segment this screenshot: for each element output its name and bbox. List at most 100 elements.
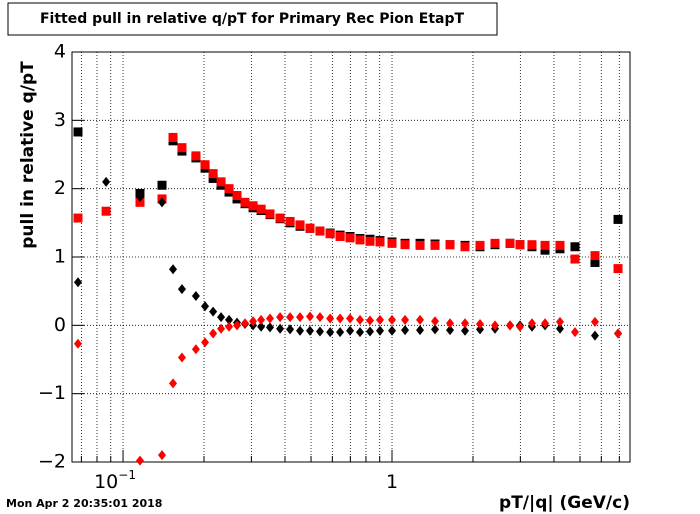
square-marker <box>335 232 345 241</box>
diamond-marker <box>249 316 258 327</box>
diamond-marker <box>336 313 345 324</box>
diamond-marker <box>296 312 305 323</box>
diamond-marker <box>191 290 200 301</box>
y-tick-label: 3 <box>54 109 66 131</box>
square-marker <box>73 213 83 223</box>
diamond-marker <box>401 325 410 336</box>
square-marker <box>613 214 623 224</box>
square-marker <box>590 257 600 267</box>
square-marker <box>613 264 623 274</box>
diamond-marker <box>158 450 167 461</box>
square-marker <box>315 226 325 236</box>
diamond-marker <box>169 264 178 275</box>
diamond-marker <box>326 327 335 338</box>
square-marker <box>570 242 580 252</box>
diamond-marker <box>315 326 324 337</box>
diamond-marker <box>614 328 623 339</box>
diamond-marker <box>416 314 425 325</box>
diamond-marker <box>401 314 410 325</box>
x-tick-base: 10 <box>94 471 118 493</box>
x-tick-label: 10−1 <box>94 468 136 493</box>
diamond-marker <box>326 313 335 324</box>
diamond-marker <box>431 316 440 327</box>
y-axis-title: pull in relative q/pT <box>18 61 38 249</box>
diamond-marker <box>388 325 397 336</box>
diamond-marker <box>461 325 470 336</box>
diamond-marker <box>506 320 515 331</box>
square-marker <box>135 197 145 207</box>
square-marker <box>527 240 537 250</box>
diamond-marker <box>527 318 536 329</box>
diamond-marker <box>431 324 440 335</box>
diamond-marker <box>366 326 375 337</box>
diamond-marker <box>158 197 167 208</box>
diamond-marker <box>217 323 226 334</box>
square-marker <box>590 251 600 261</box>
square-marker <box>430 240 440 250</box>
diamond-marker <box>491 320 500 331</box>
diamond-marker <box>73 277 82 288</box>
diamond-marker <box>416 325 425 336</box>
square-marker <box>73 127 83 137</box>
diamond-marker <box>590 330 599 341</box>
square-marker <box>325 229 335 239</box>
y-tick-label: −2 <box>38 451 66 473</box>
square-marker <box>168 132 178 142</box>
diamond-marker <box>209 328 218 339</box>
square-marker <box>555 240 565 250</box>
diamond-marker <box>346 325 355 336</box>
diamond-marker <box>515 321 524 332</box>
diamond-marker <box>388 314 397 325</box>
diamond-marker <box>257 314 266 325</box>
square-marker <box>285 216 295 226</box>
diamond-marker <box>446 325 455 336</box>
square-marker <box>295 220 305 230</box>
diamond-marker <box>555 316 564 327</box>
x-tick-base: 1 <box>386 471 398 493</box>
square-marker <box>445 240 455 250</box>
diamond-marker <box>201 301 210 312</box>
diamond-marker <box>590 316 599 327</box>
diamond-marker <box>73 338 82 349</box>
square-marker <box>387 238 397 248</box>
square-marker <box>248 201 258 211</box>
diamond-marker <box>286 312 295 323</box>
x-tick-label: 1 <box>386 471 398 493</box>
diamond-marker <box>201 337 210 348</box>
diamond-marker <box>446 318 455 329</box>
y-tick-label: 1 <box>54 246 66 268</box>
chart-title: Fitted pull in relative q/pT for Primary… <box>40 11 465 27</box>
diamond-marker <box>376 325 385 336</box>
diamond-marker <box>225 321 234 332</box>
diamond-marker <box>296 325 305 336</box>
square-marker <box>240 197 250 207</box>
diamond-marker <box>276 323 285 334</box>
diamond-marker <box>305 325 314 336</box>
diamond-marker <box>315 312 324 323</box>
diamond-marker <box>265 313 274 324</box>
timestamp: Mon Apr 2 20:35:01 2018 <box>6 497 162 510</box>
diamond-marker <box>305 311 314 322</box>
diamond-marker <box>209 306 218 317</box>
diamond-marker <box>541 318 550 329</box>
diamond-marker <box>336 327 345 338</box>
diamond-marker <box>177 352 186 363</box>
diamond-marker <box>217 312 226 323</box>
square-marker <box>355 235 365 245</box>
diamond-marker <box>135 191 144 202</box>
diamond-marker <box>356 314 365 325</box>
square-marker <box>490 238 500 248</box>
square-marker <box>256 204 266 214</box>
square-marker <box>570 254 580 264</box>
square-marker <box>400 240 410 250</box>
diamond-marker <box>191 344 200 355</box>
diamond-marker <box>366 315 375 326</box>
diamond-marker <box>225 314 234 325</box>
square-marker <box>216 177 226 187</box>
square-marker <box>224 184 234 194</box>
square-marker <box>305 223 315 233</box>
y-tick-label: 4 <box>54 41 66 63</box>
diamond-marker <box>476 324 485 335</box>
square-marker <box>177 143 187 153</box>
